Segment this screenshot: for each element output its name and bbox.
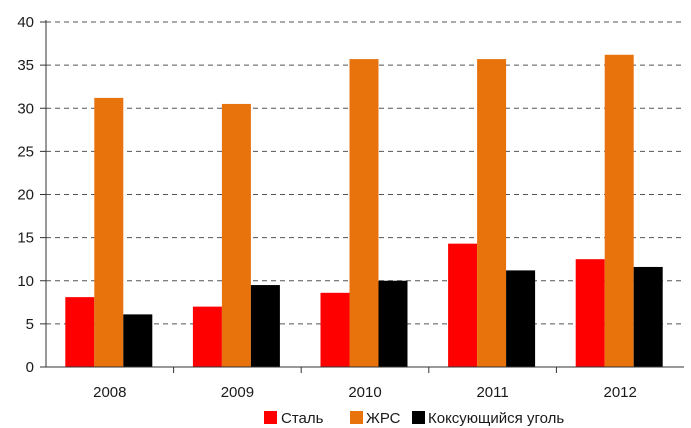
legend-swatch-2 <box>412 411 425 424</box>
legend-swatch-0 <box>264 411 277 424</box>
bar-коксующийся-уголь-2012 <box>633 266 663 367</box>
bar-жрс-2008 <box>94 97 124 368</box>
legend-label-0: Сталь <box>281 410 324 427</box>
y-tick-label: 20 <box>17 187 34 204</box>
y-tick-label: 10 <box>17 273 34 290</box>
y-tick-label: 35 <box>17 57 34 74</box>
bar-жрс-2009 <box>221 103 251 367</box>
legend-label-2: Коксующийся уголь <box>428 410 564 427</box>
bar-жрс-2011 <box>477 59 507 368</box>
x-tick-label: 2009 <box>221 384 254 401</box>
legend: Сталь ЖРС Коксующийся уголь <box>264 410 564 427</box>
y-tick-label: 0 <box>26 359 34 376</box>
y-tick-label: 5 <box>26 316 34 333</box>
bar-сталь-2008 <box>65 297 95 367</box>
bar-сталь-2012 <box>575 259 605 367</box>
bar-коксующийся-уголь-2011 <box>506 270 536 367</box>
bar-жрс-2010 <box>349 59 379 368</box>
bar-коксующийся-уголь-2010 <box>378 280 408 367</box>
x-tick-label: 2011 <box>476 384 508 401</box>
bar-коксующийся-уголь-2009 <box>250 285 280 367</box>
y-tick-label: 15 <box>17 230 34 247</box>
x-tick-label: 2010 <box>348 384 381 401</box>
bars <box>65 54 663 368</box>
x-tick-label: 2008 <box>93 384 126 401</box>
y-tick-label: 40 <box>17 14 34 31</box>
y-tick-label: 30 <box>17 100 34 117</box>
y-tick-label: 25 <box>17 143 34 160</box>
bar-сталь-2010 <box>320 292 350 367</box>
bar-сталь-2011 <box>448 243 478 367</box>
legend-label-1: ЖРС <box>366 410 401 427</box>
x-axis-ticks: 2008 2009 2010 2011 2012 <box>93 367 637 401</box>
bar-коксующийся-уголь-2008 <box>123 314 153 367</box>
x-tick-label: 2012 <box>604 384 637 401</box>
axes <box>45 20 684 368</box>
bar-сталь-2009 <box>192 306 222 367</box>
bar-жрс-2012 <box>604 54 634 368</box>
legend-swatch-1 <box>350 411 363 424</box>
y-axis-ticks: 0 5 10 15 20 25 30 35 40 <box>17 14 46 376</box>
